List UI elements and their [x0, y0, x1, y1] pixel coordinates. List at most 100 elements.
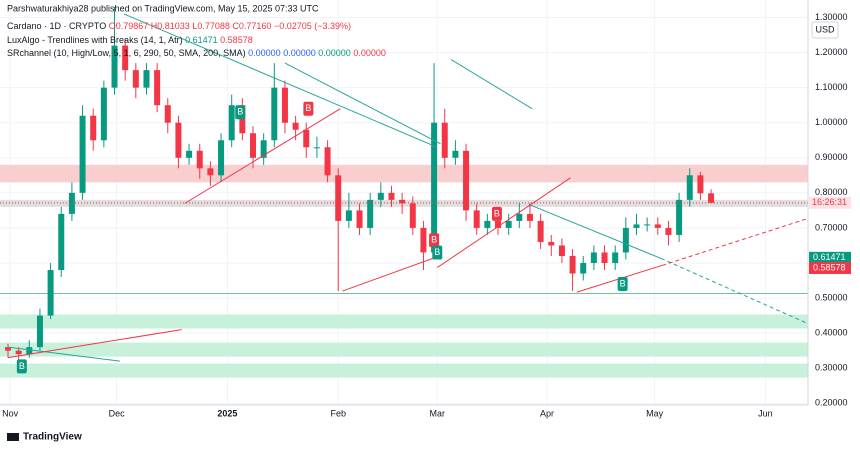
signal-marker: [16, 359, 27, 374]
price-tag-label: 0.58578: [813, 262, 846, 272]
publisher: Parshwaturakhiya28 published on TradingV…: [7, 3, 319, 13]
trendline: [342, 255, 440, 292]
indicator-value: 0.00000: [283, 48, 316, 58]
candle-body: [143, 70, 150, 88]
candle-body: [15, 350, 22, 355]
trendline: [284, 62, 441, 145]
currency-box[interactable]: [811, 21, 839, 39]
indicator-value: 0.00000: [248, 48, 281, 58]
candle-body: [68, 192, 75, 214]
candle-body: [601, 252, 608, 263]
trendline: [661, 217, 808, 266]
candle-body: [516, 213, 523, 221]
change: −0.02705 (−3.39%): [274, 21, 351, 31]
signal-label: B: [19, 361, 25, 371]
candle-body: [324, 147, 331, 176]
x-tick-label: Mar: [430, 408, 446, 418]
candle-body: [377, 192, 384, 200]
candle-body: [196, 150, 203, 169]
signal-label: B: [620, 278, 626, 288]
trendline: [660, 257, 808, 325]
candle-body: [441, 122, 448, 158]
indicator-line: SRchannel (10, High/Low, 5, 1, 6, 290, 5…: [7, 48, 386, 58]
candle-body: [367, 199, 374, 228]
candle-body: [622, 227, 629, 253]
legend-line: Cardano · 1D · CRYPTO O0.79867 H0.81033 …: [7, 21, 351, 31]
y-tick-label: 0.20000: [815, 398, 848, 408]
candle-body: [686, 175, 693, 200]
candle-body: [356, 210, 363, 228]
trendline: [184, 108, 341, 204]
trendline: [7, 329, 182, 359]
candle-body: [154, 70, 161, 106]
trendline: [123, 13, 438, 148]
trendline: [7, 346, 120, 362]
candle-body: [313, 147, 320, 149]
candle-body: [431, 122, 438, 253]
y-tick-label: 0.90000: [815, 152, 848, 162]
indicator: SRchannel (10, High/Low, 5, 1, 6, 290, 5…: [7, 48, 246, 58]
x-tick-label: Nov: [2, 408, 19, 418]
y-tick-label: 1.10000: [815, 82, 848, 92]
x-tick-label: Dec: [109, 408, 126, 418]
candle-body: [612, 252, 619, 263]
candle-body: [100, 87, 107, 141]
candle-body: [228, 105, 235, 141]
candle-body: [281, 87, 288, 123]
candle-body: [452, 150, 459, 158]
logo: [7, 433, 19, 441]
signal-label: B: [305, 103, 311, 113]
candle-body: [79, 115, 86, 193]
signal-label: B: [494, 208, 500, 218]
x-tick-label: 2025: [217, 408, 237, 418]
candle-body: [175, 122, 182, 158]
candle-body: [4, 347, 11, 351]
candle-body: [186, 150, 193, 158]
candle-body: [239, 105, 246, 134]
price-tag: [809, 251, 851, 264]
candle-body: [122, 45, 129, 71]
candle-body: [260, 140, 267, 158]
y-tick-label: 1.30000: [815, 12, 848, 22]
candle-body: [654, 224, 661, 228]
signal-marker: [235, 105, 246, 120]
currency: USD: [815, 24, 835, 34]
candle-body: [420, 227, 427, 253]
candle-body: [409, 203, 416, 228]
y-tick-label: 0.30000: [815, 363, 848, 373]
price-tag: [809, 261, 851, 274]
y-tick-label: 0.80000: [815, 187, 848, 197]
signal-label: B: [237, 107, 243, 117]
y-tick-label: 0.50000: [815, 292, 848, 302]
candle-body: [569, 255, 576, 274]
candle-body: [26, 347, 33, 355]
candle-body: [697, 175, 704, 194]
signal-marker: [617, 277, 628, 292]
candle-body: [90, 115, 97, 141]
trendline: [450, 59, 533, 110]
indicator-line: LuxAlgo - Trendlines with Breaks (14, 1,…: [7, 35, 253, 45]
footer-brand: TradingView: [23, 432, 82, 443]
candle-body: [335, 175, 342, 221]
candle-body: [47, 270, 54, 316]
y-tick-label: 1.00000: [815, 117, 848, 127]
candle-body: [36, 315, 43, 348]
x-tick-label: Feb: [330, 408, 346, 418]
axes: 0.200000.300000.400000.500000.600000.700…: [2, 12, 851, 418]
signal-marker: [429, 233, 440, 248]
candle-body: [548, 241, 555, 246]
candle-body: [473, 210, 480, 228]
candle-body: [558, 245, 565, 256]
signal-marker: [432, 245, 443, 260]
header: Parshwaturakhiya28 published on TradingV…: [7, 3, 386, 58]
x-tick-label: Apr: [540, 408, 554, 418]
signal-marker: [303, 101, 314, 116]
y-tick-label: 0.40000: [815, 327, 848, 337]
candle-body: [111, 45, 118, 88]
indicator-value: 0.58578: [220, 35, 253, 45]
indicator-value: 0.00000: [318, 48, 351, 58]
candle-body: [463, 150, 470, 211]
candle-body: [708, 193, 715, 203]
